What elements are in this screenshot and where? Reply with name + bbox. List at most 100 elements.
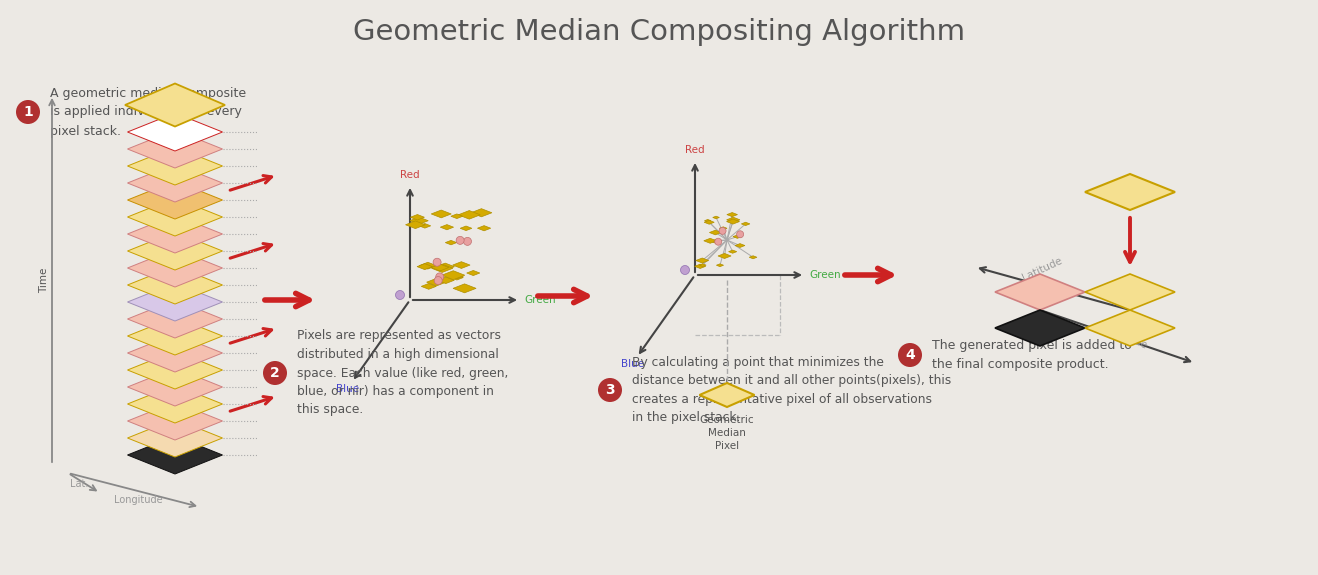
Polygon shape (726, 217, 739, 223)
Polygon shape (726, 213, 738, 217)
Circle shape (464, 237, 472, 246)
Text: Blue: Blue (336, 384, 360, 394)
Polygon shape (410, 214, 424, 220)
Text: Longitude: Longitude (113, 495, 162, 505)
Polygon shape (471, 209, 492, 217)
Polygon shape (128, 402, 223, 440)
Polygon shape (419, 262, 436, 269)
Polygon shape (717, 264, 724, 267)
Polygon shape (125, 83, 225, 126)
Polygon shape (704, 220, 714, 224)
Polygon shape (695, 264, 705, 269)
Text: 4: 4 (905, 348, 915, 362)
Circle shape (264, 361, 287, 385)
Polygon shape (729, 250, 737, 253)
Polygon shape (128, 351, 223, 389)
Circle shape (436, 273, 444, 281)
Polygon shape (128, 198, 223, 236)
Circle shape (434, 277, 443, 285)
Polygon shape (128, 232, 223, 270)
Text: Red: Red (685, 145, 705, 155)
Polygon shape (431, 264, 449, 271)
Circle shape (598, 378, 622, 402)
Text: 1: 1 (24, 105, 33, 119)
Polygon shape (128, 436, 223, 474)
Polygon shape (699, 264, 706, 266)
Polygon shape (128, 334, 223, 372)
Polygon shape (726, 219, 739, 224)
Polygon shape (477, 225, 490, 231)
Polygon shape (128, 215, 223, 253)
Polygon shape (704, 220, 710, 222)
Polygon shape (128, 130, 223, 168)
Text: Time: Time (40, 267, 49, 293)
Polygon shape (431, 210, 451, 218)
Circle shape (16, 100, 40, 124)
Polygon shape (720, 227, 728, 230)
Polygon shape (459, 210, 480, 219)
Polygon shape (128, 300, 223, 338)
Text: Longitude: Longitude (1097, 320, 1148, 351)
Circle shape (456, 236, 464, 244)
Polygon shape (452, 274, 464, 279)
Polygon shape (416, 263, 432, 270)
Polygon shape (128, 266, 223, 304)
Polygon shape (1085, 174, 1176, 210)
Text: Geometric
Median
Pixel: Geometric Median Pixel (700, 415, 754, 451)
Polygon shape (452, 262, 471, 269)
Text: Lat.: Lat. (70, 479, 88, 489)
Text: By calculating a point that minimizes the
distance between it and all other poin: By calculating a point that minimizes th… (633, 356, 952, 424)
Polygon shape (431, 264, 453, 273)
Circle shape (898, 343, 923, 367)
Text: The generated pixel is added to
the final composite product.: The generated pixel is added to the fina… (932, 339, 1132, 371)
Text: Blue: Blue (622, 359, 645, 369)
Circle shape (720, 227, 726, 235)
Text: A geometric median composite
is applied individually to every
pixel stack.: A geometric median composite is applied … (50, 86, 246, 137)
Polygon shape (128, 317, 223, 355)
Polygon shape (128, 419, 223, 457)
Polygon shape (419, 224, 431, 228)
Polygon shape (451, 275, 464, 280)
Polygon shape (128, 181, 223, 219)
Polygon shape (422, 283, 436, 289)
Text: Red: Red (401, 170, 420, 180)
Polygon shape (704, 238, 717, 243)
Circle shape (714, 238, 722, 245)
Text: 3: 3 (605, 383, 614, 397)
Polygon shape (128, 368, 223, 406)
Polygon shape (453, 284, 476, 293)
Polygon shape (467, 270, 480, 275)
Circle shape (737, 231, 743, 238)
Text: Pixels are represented as vectors
distributed in a high dimensional
space. Each : Pixels are represented as vectors distri… (297, 329, 509, 416)
Polygon shape (749, 256, 757, 259)
Polygon shape (442, 271, 465, 279)
Polygon shape (128, 249, 223, 287)
Polygon shape (445, 240, 457, 245)
Polygon shape (128, 113, 223, 151)
Text: 2: 2 (270, 366, 279, 380)
Polygon shape (718, 254, 731, 259)
Polygon shape (427, 278, 445, 286)
Polygon shape (700, 383, 754, 407)
Circle shape (434, 258, 442, 266)
Polygon shape (410, 217, 428, 224)
Polygon shape (438, 277, 455, 283)
Polygon shape (710, 239, 721, 243)
Polygon shape (995, 310, 1085, 346)
Polygon shape (741, 222, 750, 225)
Polygon shape (128, 283, 223, 321)
Polygon shape (733, 235, 742, 238)
Polygon shape (709, 230, 721, 235)
Polygon shape (995, 274, 1085, 310)
Polygon shape (735, 244, 745, 247)
Text: Green: Green (809, 270, 841, 280)
Polygon shape (128, 385, 223, 423)
Polygon shape (1085, 310, 1176, 346)
Polygon shape (436, 263, 455, 270)
Polygon shape (713, 216, 720, 218)
Polygon shape (451, 214, 463, 218)
Text: Latitude: Latitude (1021, 255, 1064, 282)
Polygon shape (460, 226, 472, 231)
Polygon shape (696, 258, 709, 263)
Circle shape (680, 266, 689, 274)
